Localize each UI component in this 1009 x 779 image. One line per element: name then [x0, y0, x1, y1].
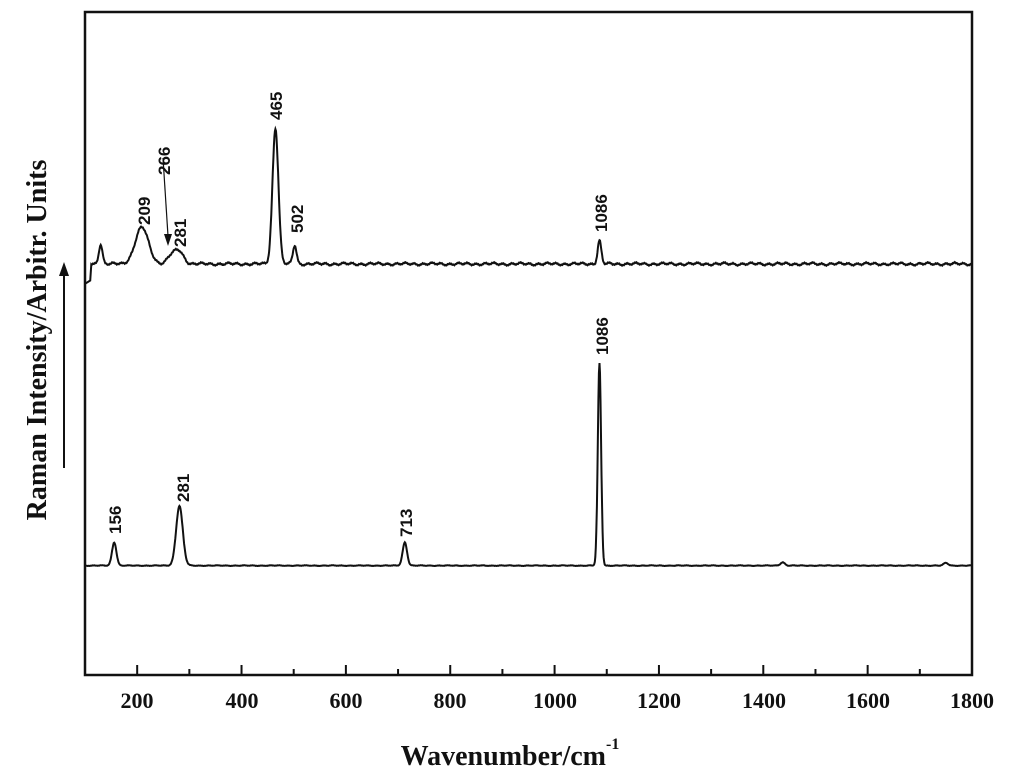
peak-label-281-upper: 281 — [171, 219, 190, 247]
peak-label-209: 209 — [135, 197, 154, 225]
upper-spectrum-line — [84, 125, 973, 285]
x-tick-label-1000: 1000 — [533, 688, 577, 713]
x-tick-label-600: 600 — [330, 688, 363, 713]
peak-label-156: 156 — [106, 506, 125, 534]
peak-label-266: 266 — [155, 147, 174, 175]
upper-peak-labels: 209 266 281 465 502 1086 — [135, 92, 611, 247]
x-tick-label-1800: 1800 — [950, 688, 994, 713]
peak-label-502: 502 — [288, 205, 307, 233]
x-axis-title: Wavenumber/cm-1 — [401, 736, 620, 772]
x-axis-ticks — [84, 665, 973, 675]
lower-peak-labels: 156 281 713 1086 — [106, 317, 612, 537]
arrow-266-icon — [162, 157, 172, 246]
x-tick-label-400: 400 — [226, 688, 259, 713]
peak-label-465: 465 — [267, 92, 286, 120]
x-tick-label-1200: 1200 — [637, 688, 681, 713]
x-tick-label-200: 200 — [121, 688, 154, 713]
peak-label-281-lower: 281 — [174, 474, 193, 502]
lower-spectrum-line — [84, 363, 972, 568]
peak-label-713: 713 — [397, 509, 416, 537]
x-tick-label-1600: 1600 — [846, 688, 890, 713]
intensity-up-arrow-icon — [59, 262, 69, 468]
x-tick-label-1400: 1400 — [742, 688, 786, 713]
x-axis-tick-labels: 200 400 600 800 1000 1200 1400 1600 1800 — [121, 688, 995, 713]
plot-frame — [83, 10, 974, 677]
y-axis-title: Raman Intensity/Arbitr. Units — [22, 160, 53, 521]
x-tick-label-800: 800 — [434, 688, 467, 713]
peak-label-1086-upper: 1086 — [592, 194, 611, 232]
peak-label-1086-lower: 1086 — [593, 317, 612, 355]
